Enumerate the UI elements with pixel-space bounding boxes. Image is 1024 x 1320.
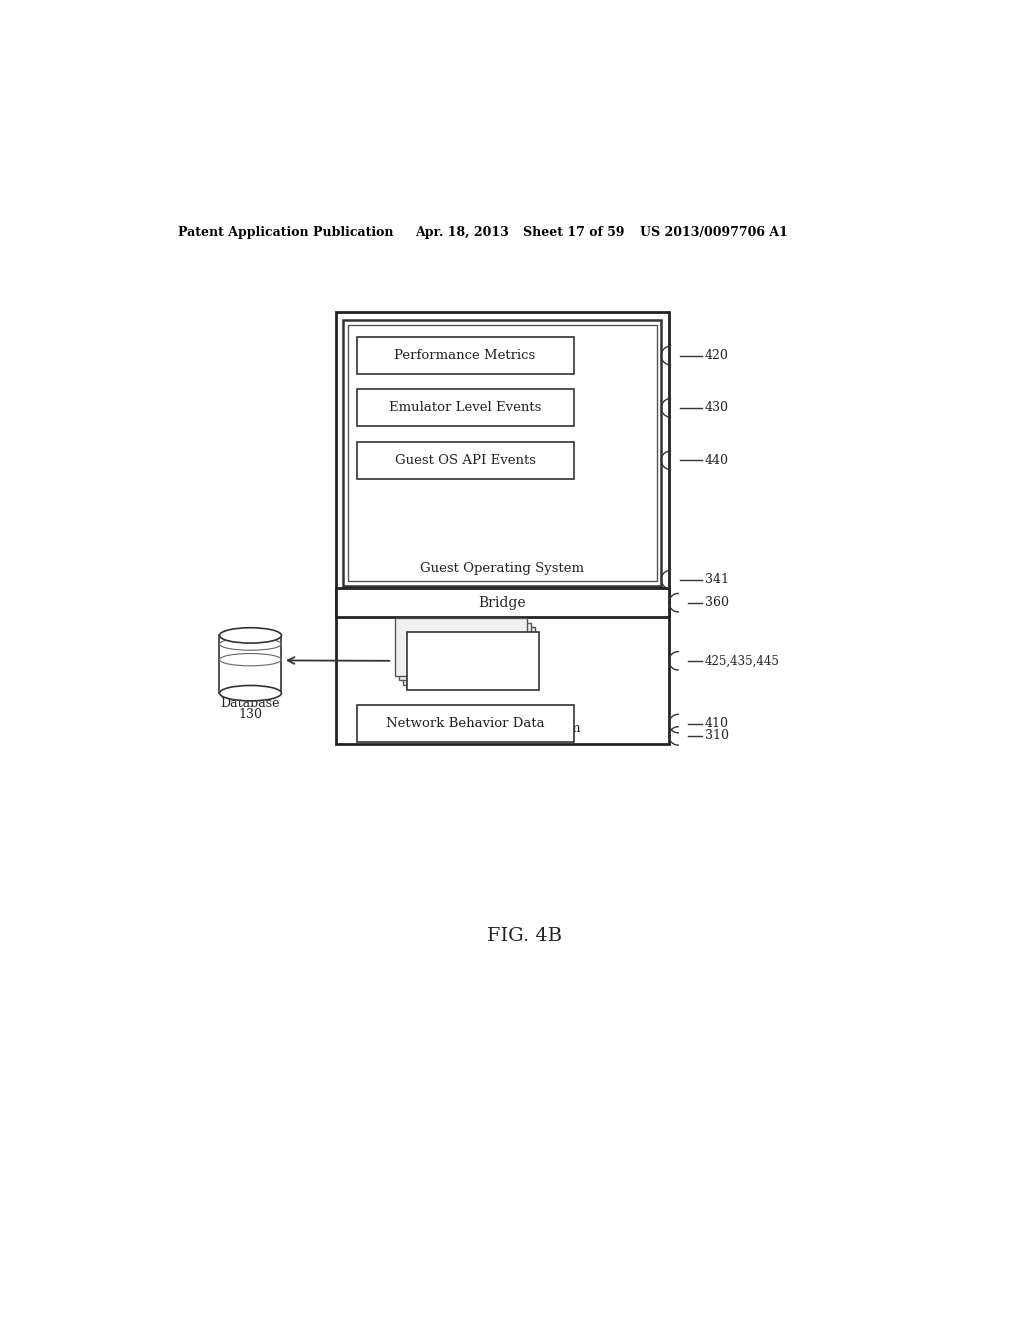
Bar	[356, 337, 573, 374]
Bar	[348, 325, 656, 581]
Text: Patent Application Publication: Patent Application Publication	[178, 226, 394, 239]
Bar	[395, 618, 527, 676]
Bar	[336, 589, 669, 618]
Bar	[399, 623, 531, 681]
Text: Emulator Level Events: Emulator Level Events	[389, 401, 542, 414]
Text: 425,435,445: 425,435,445	[705, 655, 779, 668]
Text: US 2013/0097706 A1: US 2013/0097706 A1	[640, 226, 787, 239]
Bar	[403, 627, 535, 685]
Text: FIG. 4B: FIG. 4B	[487, 927, 562, 945]
Text: Performance Metrics: Performance Metrics	[394, 348, 536, 362]
Bar	[343, 321, 662, 586]
Bar	[356, 705, 573, 742]
Text: 341: 341	[705, 573, 729, 586]
Ellipse shape	[219, 685, 282, 701]
Bar	[356, 389, 573, 426]
Text: Database: Database	[221, 697, 281, 710]
Text: Guest Operating System: Guest Operating System	[420, 562, 585, 576]
Bar	[336, 313, 669, 743]
Text: Bridge: Bridge	[478, 595, 526, 610]
Text: 420: 420	[705, 348, 728, 362]
Text: 310: 310	[705, 730, 729, 742]
Text: Sheet 17 of 59: Sheet 17 of 59	[523, 226, 625, 239]
Text: 130: 130	[239, 709, 262, 721]
Ellipse shape	[219, 628, 282, 643]
Text: 410: 410	[705, 717, 729, 730]
Text: Apr. 18, 2013: Apr. 18, 2013	[415, 226, 509, 239]
Text: 360: 360	[705, 597, 729, 610]
Text: Host Operating System: Host Operating System	[424, 722, 581, 735]
Text: 440: 440	[705, 454, 729, 467]
Text: 430: 430	[705, 401, 729, 414]
Text: Guest OS API Events: Guest OS API Events	[394, 454, 536, 467]
Bar	[407, 632, 539, 689]
Bar	[356, 442, 573, 479]
Text: Log Files: Log Files	[442, 655, 504, 668]
Text: Network Behavior Data: Network Behavior Data	[386, 717, 545, 730]
